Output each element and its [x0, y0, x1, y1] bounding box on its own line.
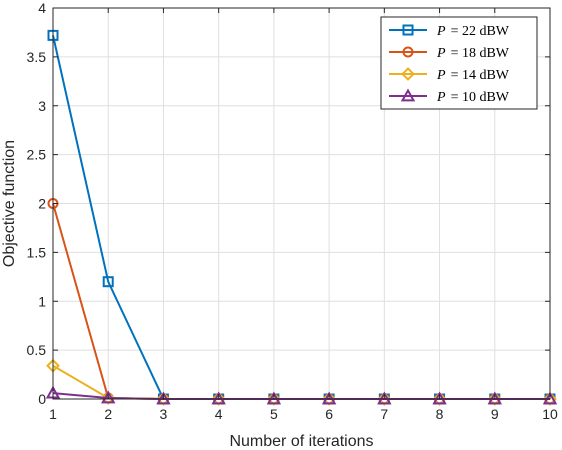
y-tick-label: 1.5 [27, 244, 47, 260]
legend-value: = 22 dBW [451, 24, 510, 39]
data-point-diamond [322, 392, 337, 406]
legend-marker-triangle [400, 88, 416, 102]
y-tick-label: 0 [38, 391, 46, 407]
x-tick-label: 8 [436, 406, 444, 422]
legend-variable: P [436, 24, 446, 39]
x-tick-label: 5 [270, 406, 278, 422]
legend-entry: P = 18 dBW [389, 46, 510, 61]
y-tick-label: 2 [38, 196, 46, 212]
data-point-triangle [432, 391, 447, 405]
data-point-diamond [211, 392, 226, 406]
x-tick-label: 1 [49, 406, 57, 422]
legend-variable: P [436, 46, 446, 61]
x-tick-label: 4 [215, 406, 223, 422]
y-tick-label: 3.5 [27, 49, 47, 65]
data-point-diamond [432, 392, 447, 406]
legend-value: = 10 dBW [451, 90, 510, 105]
y-axis-label: Objective function [1, 140, 18, 267]
legend-variable: P [436, 68, 446, 83]
legend-entry: P = 14 dBW [389, 67, 510, 83]
data-point-square [102, 276, 114, 288]
legend-entry: P = 10 dBW [389, 88, 510, 105]
y-tick-label: 2.5 [27, 147, 47, 163]
x-axis-label: Number of iterations [229, 433, 373, 450]
data-point-diamond [156, 392, 171, 406]
legend: P = 22 dBW P = 18 dBW P = 14 dBW P = 10 dBW [380, 16, 538, 110]
axis-ticks: 1 2 3 4 5 6 7 8 9 10 0 0.5 1 1.5 2 2.5 3 3.5 4 [27, 0, 558, 422]
data-point-triangle [211, 391, 226, 405]
data-point-triangle [156, 391, 171, 405]
legend-marker-circle [402, 46, 414, 58]
data-point-triangle [487, 391, 502, 405]
legend-label: P = 14 dBW [436, 68, 510, 83]
data-point-triangle [377, 391, 392, 405]
x-tick-label: 7 [380, 406, 388, 422]
x-tick-label: 10 [542, 406, 558, 422]
data-point-diamond [101, 391, 116, 405]
data-point-triangle [542, 391, 558, 405]
legend-value: = 14 dBW [451, 68, 510, 83]
data-point-diamond [543, 392, 557, 406]
legend-label: P = 18 dBW [436, 46, 510, 61]
y-tick-label: 0.5 [27, 342, 47, 358]
legend-entry: P = 22 dBW [389, 24, 510, 39]
legend-label: P = 10 dBW [436, 90, 510, 105]
y-tick-label: 4 [38, 0, 46, 16]
data-point-diamond [266, 392, 281, 406]
legend-variable: P [436, 90, 446, 105]
x-tick-label: 9 [491, 406, 499, 422]
legend-marker-square [402, 24, 414, 36]
data-point-triangle [321, 391, 337, 405]
legend-value: = 18 dBW [451, 46, 510, 61]
x-tick-label: 6 [325, 406, 333, 422]
x-tick-label: 3 [160, 406, 168, 422]
legend-label: P = 22 dBW [436, 24, 510, 39]
x-tick-label: 2 [104, 406, 112, 422]
y-tick-label: 3 [38, 98, 46, 114]
data-point-diamond [487, 392, 502, 406]
data-point-triangle [266, 391, 282, 405]
legend-marker-diamond [401, 67, 415, 81]
data-point-diamond [377, 392, 392, 406]
data-point-triangle [101, 390, 116, 404]
y-tick-label: 1 [38, 293, 46, 309]
